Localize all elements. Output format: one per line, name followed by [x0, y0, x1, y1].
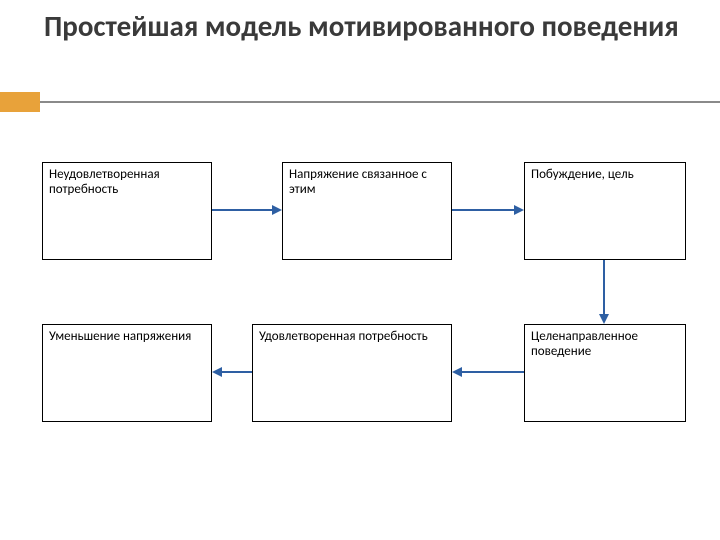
- title-underline: [40, 101, 720, 103]
- arrow-5-head: [212, 367, 222, 377]
- arrow-2-line: [452, 209, 514, 211]
- flow-node-unmet-need: Неудовлетворенная потребность: [42, 162, 212, 260]
- arrow-1-head: [272, 205, 282, 215]
- page-title: Простейшая модель мотивированного поведе…: [44, 10, 684, 43]
- flow-node-tension: Напряжение связанное с этим: [282, 162, 452, 260]
- arrow-4-head: [452, 367, 462, 377]
- flow-node-goal-behavior: Целенаправленное поведение: [524, 324, 686, 422]
- arrow-5-line: [222, 371, 252, 373]
- flow-node-met-need: Удовлетворенная потребность: [252, 324, 452, 422]
- slide: { "title": { "text": "Простейшая модель …: [0, 0, 720, 540]
- arrow-3-line: [603, 260, 605, 314]
- arrow-2-head: [514, 205, 524, 215]
- arrow-1-line: [212, 209, 272, 211]
- arrow-4-line: [462, 371, 524, 373]
- arrow-3-head: [599, 314, 609, 324]
- flow-node-drive-goal: Побуждение, цель: [524, 162, 686, 260]
- flow-node-tension-release: Уменьшение напряжения: [42, 324, 212, 422]
- accent-bar: [0, 92, 40, 112]
